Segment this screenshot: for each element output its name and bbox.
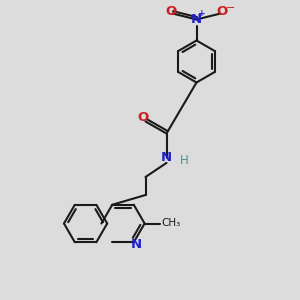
Text: N: N [131,238,142,251]
Text: +: + [198,9,206,18]
Text: −: − [225,3,235,13]
Text: O: O [165,5,177,19]
Text: N: N [191,13,202,26]
Text: O: O [216,5,228,19]
Text: N: N [161,151,172,164]
Text: CH₃: CH₃ [161,218,180,229]
Text: O: O [137,111,149,124]
Text: H: H [180,154,189,167]
